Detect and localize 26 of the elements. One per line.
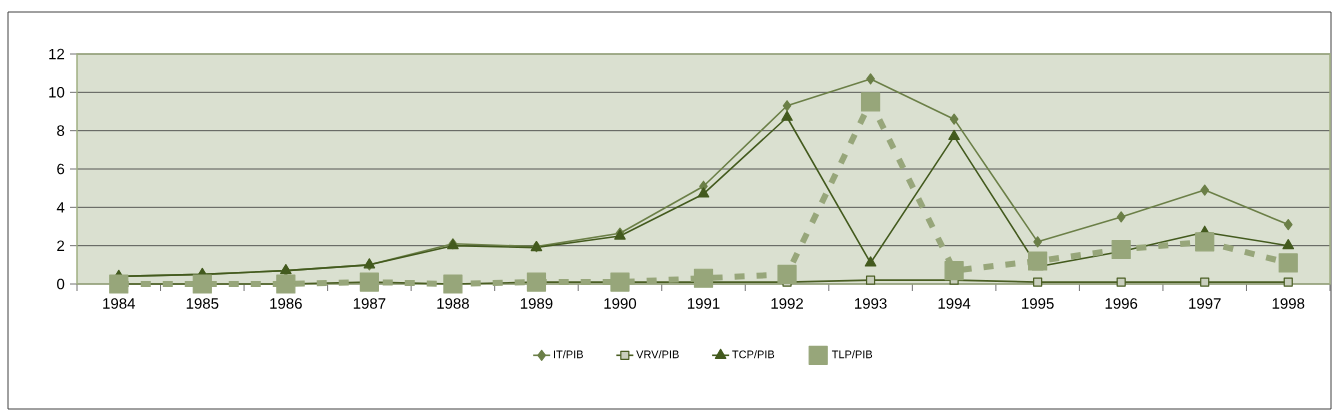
x-tick-label: 1985 [186,298,219,309]
y-tick-label: 2 [57,240,65,251]
legend-label: IT/PIB [553,350,583,359]
x-tick-label: 1987 [353,298,386,309]
y-tick-label: 12 [49,48,65,60]
x-tick-label: 1984 [103,298,136,309]
y-tick-label: 8 [57,125,65,136]
y-tick-label: 10 [49,87,65,98]
x-tick-label: 1992 [771,298,803,309]
x-tick-label: 1997 [1189,298,1221,309]
legend-label: VRV/PIB [636,350,679,359]
x-tick-label: 1995 [1022,298,1054,309]
y-tick-label: 4 [56,202,65,213]
legend-label: TCP/PIB [732,350,775,359]
x-tick-label: 1993 [855,298,887,309]
x-tick-label: 1996 [1105,298,1138,309]
x-tick-label: 1989 [520,298,553,309]
x-tick-label: 1991 [687,298,720,309]
x-tick-label: 1990 [604,298,637,309]
legend-label: TLP/PIB [831,350,873,359]
x-tick-label: 1986 [270,298,302,309]
x-tick-label: 1994 [938,298,971,309]
y-tick-label: 0 [57,278,65,290]
x-tick-label: 1988 [437,298,469,309]
x-tick-label: 1998 [1272,298,1305,309]
y-tick-label: 6 [57,163,65,175]
